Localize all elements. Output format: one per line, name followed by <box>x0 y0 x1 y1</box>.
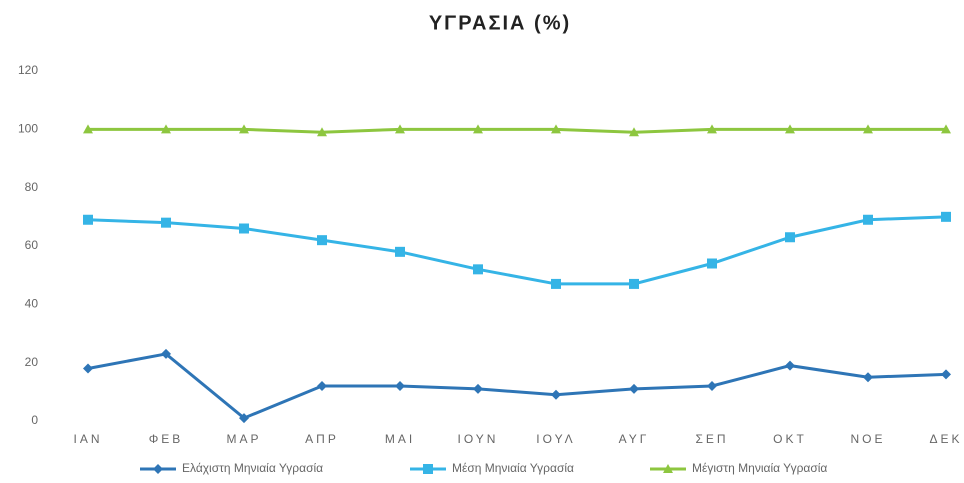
legend-label: Ελάχιστη Μηνιαία Υγρασία <box>182 461 323 475</box>
marker <box>629 127 639 137</box>
marker <box>551 389 561 400</box>
marker <box>239 223 249 234</box>
y-tick-label: 60 <box>25 238 39 252</box>
marker <box>473 264 483 275</box>
marker <box>473 383 483 394</box>
x-tick-label: ΙΟΥΛ <box>536 432 575 446</box>
x-tick-label: ΟΚΤ <box>773 432 807 446</box>
x-tick-label: ΙΑΝ <box>73 432 102 446</box>
marker <box>395 124 405 134</box>
marker <box>317 235 327 246</box>
y-tick-label: 80 <box>25 180 39 194</box>
y-tick-label: 0 <box>31 413 38 427</box>
marker <box>941 124 951 134</box>
marker <box>317 381 327 391</box>
marker <box>863 124 873 134</box>
marker <box>941 211 951 222</box>
marker <box>161 348 171 359</box>
marker <box>941 369 951 380</box>
marker <box>551 124 561 134</box>
y-tick-label: 40 <box>25 297 39 311</box>
marker <box>629 278 639 289</box>
marker <box>707 258 717 269</box>
legend-label: Μέγιστη Μηνιαία Υγρασία <box>692 461 827 475</box>
marker <box>551 278 561 289</box>
line <box>87 215 947 286</box>
marker <box>83 363 93 374</box>
x-tick-label: ΦΕΒ <box>149 432 184 446</box>
legend-marker <box>663 464 673 473</box>
marker <box>239 413 249 424</box>
x-tick-label: ΜΑΙ <box>385 432 415 446</box>
marker <box>161 124 171 134</box>
line <box>87 352 947 420</box>
chart-title: ΥΓΡΑΣΙΑ (%) <box>429 12 571 34</box>
x-tick-label: ΔΕΚ <box>929 432 962 446</box>
marker <box>863 372 873 383</box>
y-tick-label: 20 <box>25 355 39 369</box>
marker <box>629 383 639 394</box>
legend-marker <box>423 464 433 474</box>
marker <box>395 246 405 257</box>
marker <box>161 217 171 228</box>
x-tick-label: ΝΟΕ <box>850 432 885 446</box>
marker <box>317 127 327 137</box>
marker <box>83 124 93 134</box>
x-tick-label: ΑΥΓ <box>619 432 650 446</box>
marker <box>863 214 873 225</box>
x-tick-label: ΙΟΥΝ <box>458 432 499 446</box>
marker <box>395 381 405 391</box>
x-tick-label: ΑΠΡ <box>305 432 339 446</box>
marker <box>785 232 795 243</box>
y-tick-label: 120 <box>18 63 38 77</box>
marker <box>473 124 483 134</box>
marker <box>785 360 795 371</box>
legend-marker <box>153 464 163 474</box>
x-tick-label: ΣΕΠ <box>695 432 728 446</box>
line <box>88 127 946 134</box>
legend-label: Μέση Μηνιαία Υγρασία <box>452 461 574 475</box>
y-tick-label: 100 <box>18 122 38 136</box>
marker <box>83 214 93 225</box>
marker <box>239 124 249 134</box>
marker <box>707 124 717 134</box>
x-tick-label: ΜΑΡ <box>226 432 261 446</box>
marker <box>707 381 717 391</box>
marker <box>785 124 795 134</box>
